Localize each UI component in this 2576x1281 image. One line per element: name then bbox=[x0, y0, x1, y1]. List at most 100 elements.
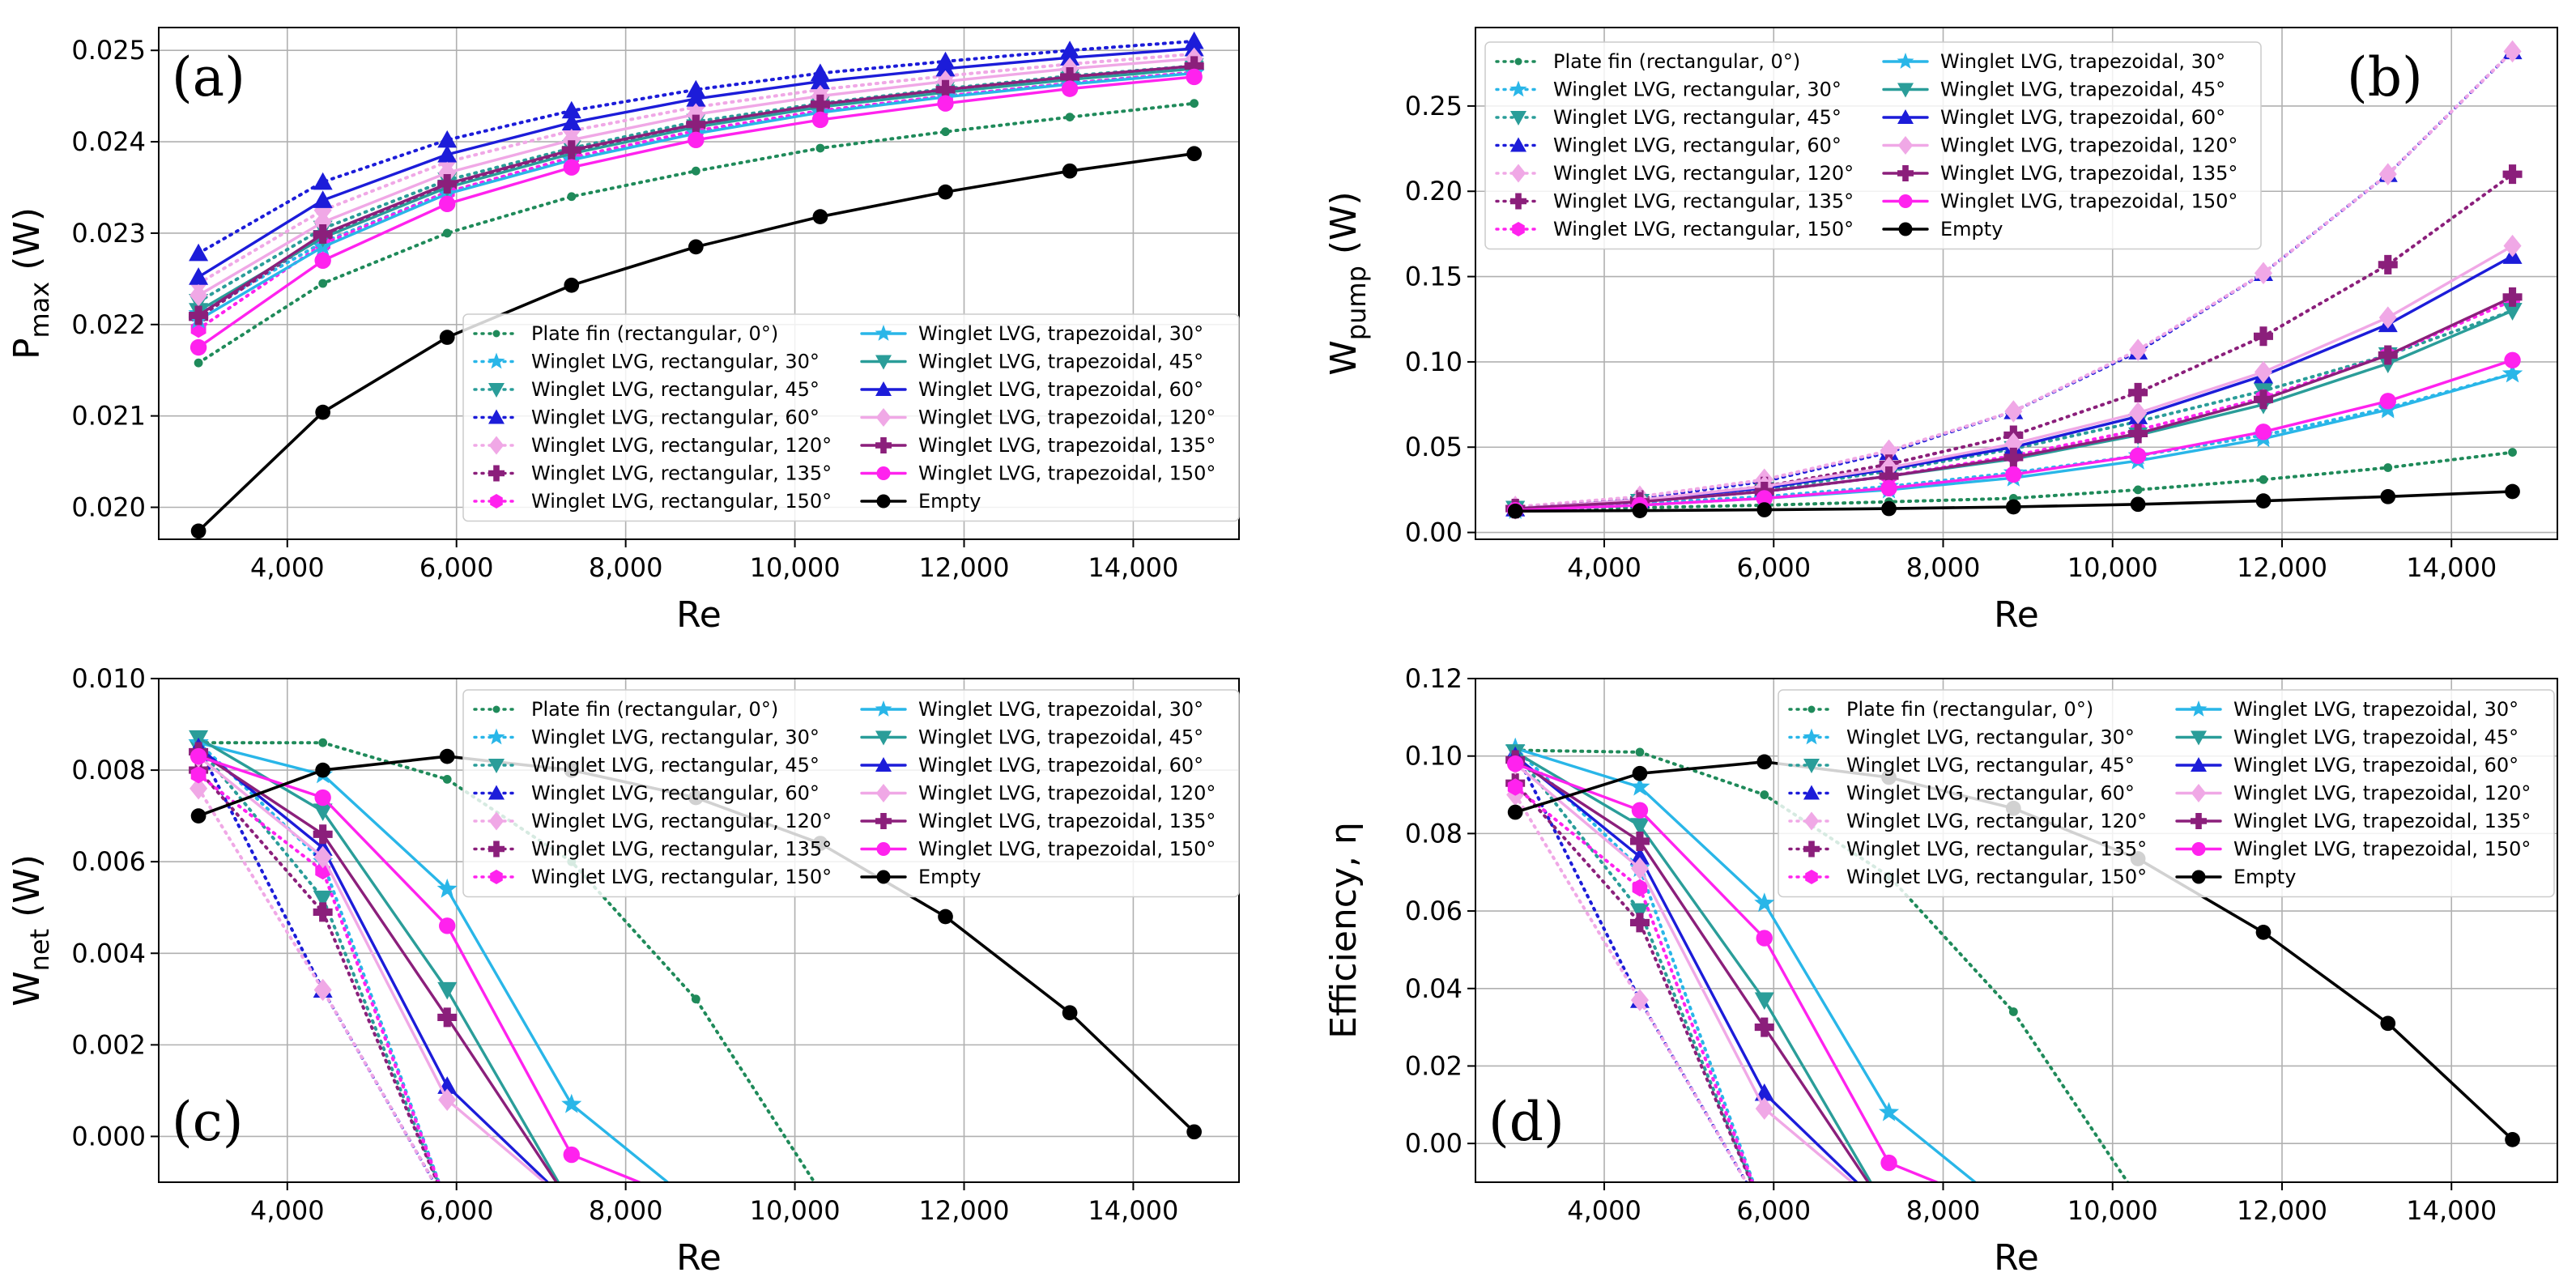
legend-marker bbox=[490, 494, 503, 509]
legend-marker bbox=[1514, 57, 1522, 66]
data-point bbox=[811, 111, 829, 129]
data-point bbox=[2378, 163, 2397, 185]
legend-label: Empty bbox=[2233, 866, 2296, 888]
y-label-main: W bbox=[1323, 340, 1365, 376]
data-point bbox=[2005, 466, 2022, 483]
legend-box bbox=[1484, 41, 2262, 250]
data-point bbox=[1630, 857, 1650, 880]
legend-label: Plate fin (rectangular, 0°) bbox=[531, 322, 778, 345]
data-point bbox=[2505, 483, 2520, 500]
legend-label: Winglet LVG, trapezoidal, 45° bbox=[918, 726, 1203, 749]
y-axis-label: Wnet (W) bbox=[6, 854, 55, 1006]
data-point bbox=[2004, 400, 2023, 423]
legend-marker bbox=[875, 784, 892, 802]
data-point bbox=[2503, 40, 2522, 63]
data-point bbox=[1060, 66, 1080, 87]
chart-panel-3: 4,000 6,000 8,000 10,000 12,000 14,000 0.000 0.… bbox=[6, 663, 1240, 1279]
data-point bbox=[2254, 360, 2273, 384]
x-tick-label: 6,000 bbox=[419, 552, 494, 583]
legend-label: Winglet LVG, rectangular, 60° bbox=[1553, 134, 1842, 157]
legend-marker bbox=[875, 408, 892, 427]
legend-marker bbox=[875, 813, 892, 829]
legend-marker bbox=[1898, 222, 1913, 236]
x-tick-label: 10,000 bbox=[2067, 1195, 2158, 1226]
data-point bbox=[564, 277, 580, 293]
data-point bbox=[1754, 892, 1775, 913]
legend-box bbox=[462, 689, 1240, 898]
plot-frame bbox=[158, 678, 1240, 1183]
legend-label: Winglet LVG, rectangular, 150° bbox=[531, 866, 832, 888]
legend-marker bbox=[876, 466, 891, 480]
legend-label: Winglet LVG, rectangular, 60° bbox=[1846, 782, 2135, 805]
data-point bbox=[2255, 925, 2272, 940]
data-point bbox=[439, 748, 455, 764]
x-tick-label: 12,000 bbox=[919, 552, 1010, 583]
legend-marker bbox=[875, 355, 892, 370]
legend-label: Winglet LVG, trapezoidal, 150° bbox=[1940, 190, 2238, 213]
legend-label: Winglet LVG, rectangular, 150° bbox=[1553, 218, 1854, 240]
data-point bbox=[442, 228, 452, 238]
data-point bbox=[1755, 1097, 1773, 1120]
legend-marker bbox=[875, 437, 892, 453]
legend-marker bbox=[1510, 111, 1526, 126]
data-point bbox=[2133, 485, 2143, 495]
data-point bbox=[2129, 338, 2148, 361]
x-tick-label: 10,000 bbox=[750, 1195, 841, 1226]
y-tick-label: 0.000 bbox=[71, 1121, 146, 1151]
legend-label: Winglet LVG, trapezoidal, 45° bbox=[918, 351, 1203, 373]
data-point bbox=[938, 184, 953, 200]
data-point bbox=[313, 824, 333, 845]
data-point bbox=[562, 129, 581, 151]
data-point bbox=[2005, 499, 2021, 515]
data-point bbox=[190, 523, 207, 539]
y-tick-label: 0.08 bbox=[1405, 818, 1463, 849]
legend-marker bbox=[1803, 759, 1820, 773]
data-point bbox=[2378, 345, 2398, 365]
data-point bbox=[437, 144, 458, 163]
legend-marker bbox=[488, 785, 505, 800]
chart-panel-2: 4,000 6,000 8,000 10,000 12,000 14,000 0.00 0.0… bbox=[1323, 27, 2558, 636]
x-tick-label: 14,000 bbox=[2406, 552, 2497, 583]
legend-marker bbox=[492, 330, 500, 338]
legend-marker bbox=[875, 325, 892, 341]
data-point bbox=[686, 79, 706, 98]
y-tick-label: 0.20 bbox=[1405, 176, 1463, 206]
legend-marker bbox=[875, 381, 892, 396]
data-point bbox=[2378, 306, 2397, 329]
y-axis-label: Pmax (W) bbox=[6, 207, 55, 360]
x-tick-label: 12,000 bbox=[2237, 1195, 2327, 1226]
x-tick-label: 8,000 bbox=[589, 552, 663, 583]
legend-label: Winglet LVG, rectangular, 30° bbox=[1846, 726, 2135, 749]
data-point bbox=[1629, 818, 1650, 836]
y-label-unit: (W) bbox=[6, 207, 48, 282]
legend-label: Winglet LVG, trapezoidal, 30° bbox=[918, 698, 1203, 721]
y-tick-label: 0.010 bbox=[71, 663, 146, 694]
legend-label: Winglet LVG, rectangular, 150° bbox=[1846, 866, 2147, 888]
x-tick-label: 10,000 bbox=[2067, 552, 2158, 583]
legend-label: Winglet LVG, trapezoidal, 135° bbox=[918, 434, 1216, 457]
y-label-sub: max bbox=[24, 282, 55, 338]
legend-label: Winglet LVG, trapezoidal, 60° bbox=[2233, 754, 2519, 777]
legend-marker bbox=[2191, 757, 2207, 772]
data-point bbox=[2378, 254, 2398, 274]
data-point bbox=[1629, 776, 1650, 796]
data-point bbox=[318, 279, 328, 288]
data-point bbox=[313, 198, 332, 222]
legend-marker bbox=[488, 383, 505, 398]
data-point bbox=[439, 917, 456, 934]
legend-marker bbox=[1803, 785, 1820, 800]
legend-marker bbox=[1807, 705, 1816, 713]
plot-frame bbox=[158, 27, 1240, 540]
data-point bbox=[1184, 56, 1204, 76]
data-point bbox=[1186, 1124, 1202, 1140]
legend-marker bbox=[1897, 53, 1914, 69]
legend-label: Winglet LVG, rectangular, 135° bbox=[531, 462, 832, 485]
plot-frame bbox=[1475, 678, 2558, 1183]
data-point bbox=[1756, 754, 1773, 770]
y-tick-label: 0.025 bbox=[71, 35, 146, 66]
data-point bbox=[313, 902, 333, 922]
data-point bbox=[1629, 831, 1650, 851]
y-tick-label: 0.023 bbox=[71, 218, 146, 249]
data-point bbox=[810, 71, 830, 90]
data-point bbox=[2503, 234, 2522, 257]
